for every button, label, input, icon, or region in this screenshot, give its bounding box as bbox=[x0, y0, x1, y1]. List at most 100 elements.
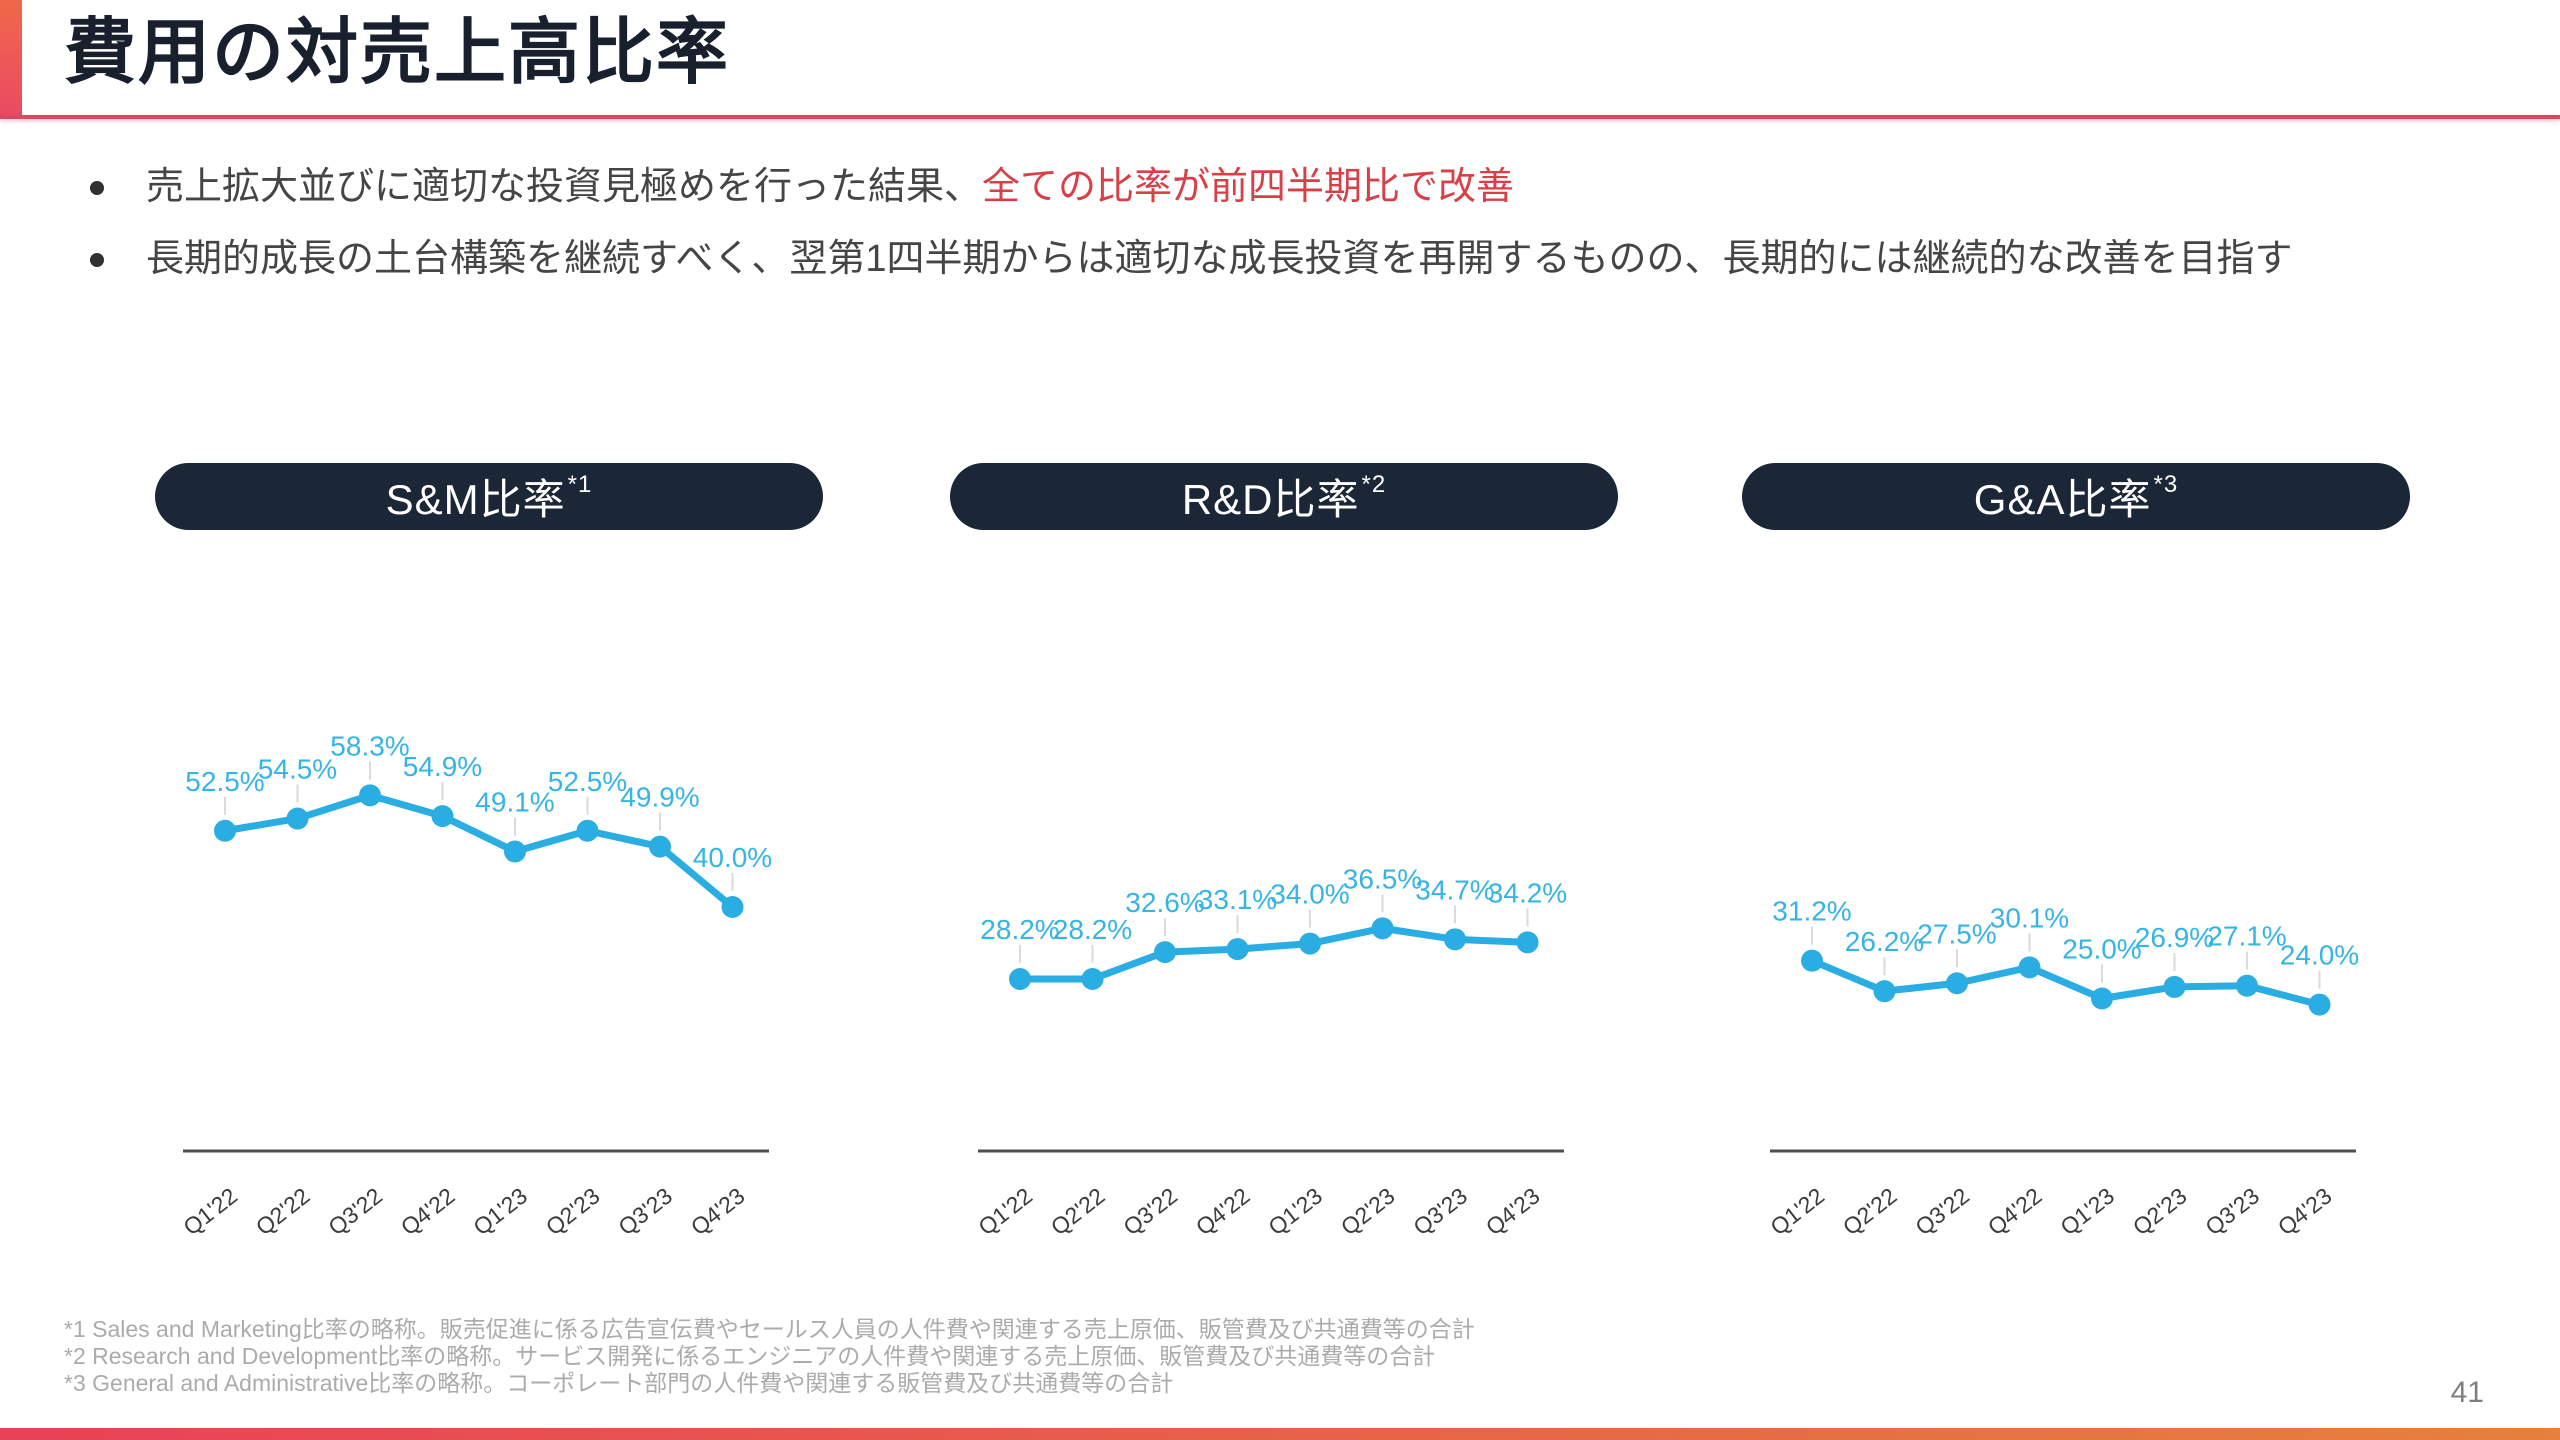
data-point bbox=[359, 784, 381, 807]
x-tick-label: Q3'22 bbox=[1118, 1182, 1182, 1240]
data-point bbox=[504, 840, 526, 863]
x-tick-label: Q4'23 bbox=[686, 1182, 750, 1240]
x-tick-label: Q3'23 bbox=[1408, 1182, 1472, 1240]
x-tick-label: Q1'22 bbox=[1765, 1182, 1829, 1240]
data-point bbox=[1801, 949, 1823, 972]
x-tick-label: Q2'22 bbox=[1838, 1182, 1902, 1240]
data-label: 49.9% bbox=[620, 782, 699, 813]
chart-header-pill-rd: R&D比率 *2 bbox=[950, 463, 1618, 530]
bullet-text: 売上拡大並びに適切な投資見極めを行った結果、全ての比率が前四半期比で改善 bbox=[146, 160, 1514, 215]
data-label: 32.6% bbox=[1125, 887, 1204, 918]
series-line bbox=[1808, 957, 2323, 1009]
bullet-item: 売上拡大並びに適切な投資見極めを行った結果、全ての比率が前四半期比で改善 bbox=[90, 160, 2292, 215]
bullet-text-plain: 売上拡大並びに適切な投資見極めを行った結果、 bbox=[146, 166, 983, 208]
bullet-item: 長期的成長の土台構築を継続すべく、翌第1四半期からは適切な成長投資を再開するもの… bbox=[90, 232, 2292, 287]
data-label: 34.0% bbox=[1270, 879, 1349, 910]
page-number: 41 bbox=[2450, 1376, 2484, 1409]
x-tick-label: Q3'22 bbox=[1910, 1182, 1974, 1240]
data-point bbox=[431, 805, 454, 828]
x-tick-label: Q3'23 bbox=[2200, 1182, 2264, 1240]
data-point bbox=[1444, 928, 1466, 951]
data-label: 27.5% bbox=[1917, 918, 1996, 949]
x-tick-label: Q1'23 bbox=[468, 1182, 532, 1240]
x-tick-label: Q3'23 bbox=[613, 1182, 677, 1240]
data-point bbox=[286, 807, 309, 830]
data-label: 26.2% bbox=[1845, 926, 1924, 957]
bullet-text: 長期的成長の土台構築を継続すべく、翌第1四半期からは適切な成長投資を再開するもの… bbox=[146, 232, 2292, 287]
data-label: 33.1% bbox=[1198, 884, 1277, 915]
pill-label: R&D比率 bbox=[1181, 476, 1360, 523]
bottom-accent-bar bbox=[0, 1428, 2560, 1440]
data-point bbox=[576, 819, 599, 842]
data-point bbox=[2091, 987, 2113, 1010]
footnote-2: *2 Research and Development比率の略称。サービス開発に… bbox=[64, 1343, 1436, 1369]
line-chart-sm-ratio: 52.5% 54.5% 58.3% 54.9% 49.1% 52.5% 49.9% 40.0%… bbox=[155, 700, 823, 1240]
x-tick-label: Q1'22 bbox=[973, 1182, 1037, 1240]
data-point bbox=[1873, 980, 1896, 1003]
data-point bbox=[1516, 931, 1539, 954]
x-tick-label: Q2'23 bbox=[2128, 1182, 2192, 1240]
pill-label: S&M比率 bbox=[385, 476, 566, 523]
footnotes: *1 Sales and Marketing比率の略称。販売促進に係る広告宣伝費… bbox=[64, 1316, 1475, 1397]
x-tick-label: Q2'22 bbox=[1046, 1182, 1110, 1240]
data-label: 52.5% bbox=[548, 766, 627, 797]
data-label: 31.2% bbox=[1772, 896, 1851, 927]
bullet-dot bbox=[90, 253, 104, 268]
data-label: 25.0% bbox=[2062, 934, 2141, 965]
data-point bbox=[721, 896, 744, 918]
data-label: 28.2% bbox=[980, 914, 1059, 945]
data-point bbox=[1226, 938, 1249, 961]
data-point bbox=[1154, 941, 1176, 964]
x-tick-label: Q1'23 bbox=[2055, 1182, 2119, 1240]
data-label: 34.7% bbox=[1415, 874, 1494, 905]
footnote-3: *3 General and Administrative比率の略称。コーポレー… bbox=[64, 1370, 1174, 1396]
data-label: 40.0% bbox=[693, 842, 772, 873]
line-chart-ga-ratio: 31.2% 26.2% 27.5% 30.1% 25.0% 26.9% 27.1% 24.0%… bbox=[1742, 700, 2410, 1241]
chart-canvas: 28.2%28.2%32.6%33.1%34.0%36.5%34.7%34.2%… bbox=[973, 863, 1567, 1240]
data-label: 28.2% bbox=[1053, 914, 1132, 945]
bullet-list: 売上拡大並びに適切な投資見極めを行った結果、全ての比率が前四半期比で改善 長期的… bbox=[90, 160, 2292, 304]
data-label: 27.1% bbox=[2207, 921, 2286, 952]
data-point bbox=[1009, 967, 1031, 990]
bullet-text-plain: 長期的成長の土台構築を継続すべく、翌第1四半期からは適切な成長投資を再開するもの… bbox=[146, 238, 2293, 281]
bullet-text-highlight: 全ての比率が前四半期比で改善 bbox=[982, 166, 1515, 208]
data-label: 36.5% bbox=[1343, 863, 1422, 894]
chart-canvas: 52.5%54.5%58.3%54.9%49.1%52.5%49.9%40.0%… bbox=[178, 730, 772, 1240]
x-tick-label: Q1'22 bbox=[178, 1182, 242, 1240]
x-tick-label: Q2'22 bbox=[251, 1182, 315, 1240]
data-label: 49.1% bbox=[475, 786, 554, 817]
bullet-dot bbox=[90, 181, 104, 195]
data-label: 34.2% bbox=[1488, 877, 1567, 908]
title-accent-bar bbox=[0, 0, 22, 117]
data-point bbox=[2236, 974, 2258, 997]
x-tick-label: Q4'22 bbox=[1983, 1182, 2047, 1240]
chart-canvas: 31.2%26.2%27.5%30.1%25.0%26.9%27.1%24.0%… bbox=[1765, 896, 2359, 1241]
data-point bbox=[1371, 917, 1394, 940]
data-label: 54.9% bbox=[403, 751, 482, 782]
data-point bbox=[649, 835, 671, 858]
x-tick-label: Q3'22 bbox=[323, 1182, 387, 1240]
data-point bbox=[1081, 967, 1104, 990]
x-tick-label: Q4'23 bbox=[1481, 1182, 1545, 1240]
x-tick-label: Q1'23 bbox=[1263, 1182, 1327, 1240]
x-tick-label: Q4'23 bbox=[2273, 1182, 2337, 1240]
data-point bbox=[1299, 932, 1321, 955]
data-label: 58.3% bbox=[330, 730, 409, 761]
title-underline bbox=[0, 115, 2560, 119]
chart-header-pill-ga: G&A比率 *3 bbox=[1742, 463, 2410, 530]
pill-label: G&A比率 bbox=[1973, 476, 2152, 523]
data-label: 54.5% bbox=[258, 754, 337, 785]
data-label: 24.0% bbox=[2280, 940, 2359, 971]
data-label: 30.1% bbox=[1990, 902, 2069, 933]
data-point bbox=[2308, 993, 2331, 1016]
data-point bbox=[2163, 975, 2186, 998]
series-line bbox=[1016, 924, 1531, 983]
data-point bbox=[1946, 972, 1968, 995]
series-line bbox=[221, 791, 736, 911]
line-chart-rd-ratio: 28.2% 28.2% 32.6% 33.1% 34.0% 36.5% 34.7% 34.2%… bbox=[950, 700, 1618, 1240]
x-tick-label: Q2'23 bbox=[541, 1182, 605, 1240]
x-tick-label: Q2'23 bbox=[1336, 1182, 1400, 1240]
x-tick-label: Q4'22 bbox=[1191, 1182, 1255, 1240]
data-point bbox=[214, 819, 236, 842]
